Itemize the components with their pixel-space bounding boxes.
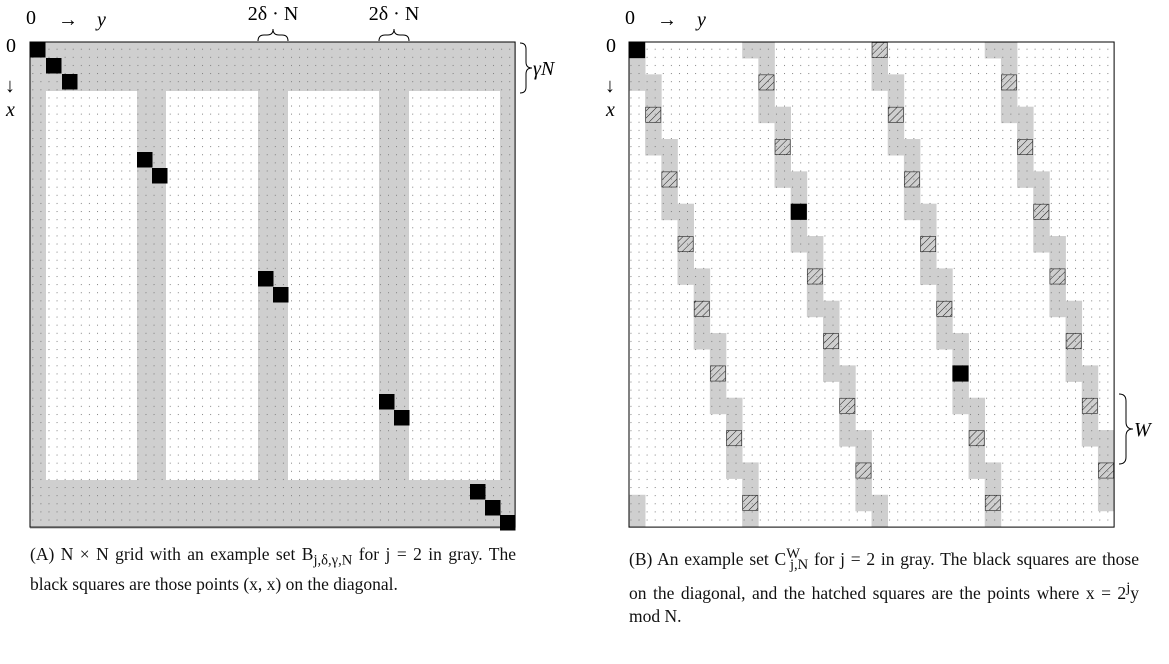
diagonal-square	[379, 394, 395, 410]
hatched-square	[1001, 74, 1017, 91]
caption-sup: W	[786, 546, 800, 562]
diagonal-square	[394, 410, 410, 426]
hatched-square	[968, 430, 985, 447]
origin-label: 0	[6, 35, 16, 57]
caption-sub: j,δ,γ,N	[313, 552, 353, 569]
caption-text: for j = 2 in gray. The black squares are…	[629, 548, 1140, 604]
grid-a	[29, 41, 516, 531]
diagonal-square	[258, 271, 274, 287]
axis-label: x	[5, 99, 15, 121]
diagonal-square	[273, 287, 289, 303]
arrow: ↓	[5, 75, 15, 97]
hatched-square	[693, 300, 710, 317]
caption-tag: (B)	[629, 548, 653, 569]
arrow: ↓	[605, 75, 615, 97]
hatched-square	[1017, 139, 1034, 155]
hatched-square	[936, 300, 953, 317]
diagonal-square	[790, 203, 807, 220]
origin-label: 0	[26, 7, 36, 29]
hatched-square	[1065, 333, 1082, 350]
caption-a: (A) N × N grid with an example set Bj,δ,…	[30, 543, 516, 596]
hatched-square	[677, 236, 694, 253]
caption-b: (B) An example set CWj,N for j = 2 in gr…	[629, 543, 1139, 628]
dot-grid	[629, 42, 1115, 528]
arrow: →	[657, 9, 677, 31]
hatched-square	[839, 397, 856, 414]
hatched-square	[1033, 203, 1050, 220]
brace	[378, 28, 410, 42]
hatched-square	[904, 171, 920, 188]
brace-label: 2δ · N	[369, 3, 420, 25]
caption-text: y mod N.	[629, 583, 1139, 627]
caption-text: An example set C	[652, 548, 787, 569]
hatched-square	[984, 494, 1001, 511]
brace-label: γN	[533, 58, 556, 80]
diagonal-square	[952, 365, 969, 382]
origin-label: 0	[606, 35, 616, 57]
brace-label: 2δ · N	[248, 3, 299, 25]
diagonal-square	[30, 42, 46, 58]
brace-label: W	[1134, 419, 1153, 441]
hatched-square	[726, 430, 742, 447]
hatched-square	[1081, 397, 1098, 414]
hatched-square	[823, 333, 840, 350]
origin-label: 0	[625, 7, 635, 29]
hatched-square	[871, 42, 888, 58]
hatched-square	[887, 106, 904, 123]
grid-border	[29, 41, 516, 528]
diagonal-square	[500, 515, 516, 531]
axis-label: y	[95, 9, 106, 31]
hatched-square	[661, 171, 678, 188]
brace	[257, 28, 289, 42]
hatched-square	[1098, 462, 1114, 479]
arrow: →	[58, 9, 78, 31]
hatched-square	[742, 494, 759, 511]
hatched-square	[774, 139, 791, 155]
diagonal-square	[470, 484, 486, 500]
caption-text: N × N grid with an example set B	[54, 544, 314, 564]
axis-label: x	[605, 99, 615, 121]
diagonal-square	[137, 152, 153, 168]
hatched-square	[645, 106, 662, 123]
hatched-square	[920, 236, 937, 253]
grid-border	[628, 41, 1115, 528]
hatched-square	[758, 74, 775, 91]
caption-text: for j = 2 in gray. The black squares are…	[30, 544, 516, 594]
hatched-square	[807, 268, 823, 285]
diagonal-square	[152, 168, 168, 184]
hatched-square	[710, 365, 726, 382]
diagonal-square	[46, 58, 62, 74]
brace	[519, 42, 533, 94]
diagonal-square	[629, 42, 646, 59]
caption-sub: j,N	[789, 557, 809, 574]
caption-sup: j	[1126, 580, 1131, 597]
hatched-square	[855, 462, 872, 479]
grid-b	[628, 41, 1115, 528]
axis-label: y	[695, 9, 706, 31]
brace	[1118, 393, 1134, 465]
diagonal-square	[62, 74, 78, 90]
diagonal-square	[485, 500, 501, 516]
hatched-square	[1049, 268, 1066, 285]
caption-tag: (A)	[30, 544, 55, 564]
